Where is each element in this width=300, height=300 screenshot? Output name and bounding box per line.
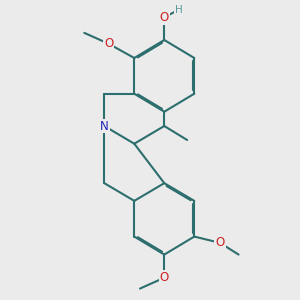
Text: O: O — [160, 11, 169, 24]
Text: O: O — [104, 37, 113, 50]
Text: O: O — [160, 271, 169, 284]
Text: O: O — [215, 236, 225, 249]
Text: N: N — [100, 119, 109, 133]
Text: H: H — [175, 5, 182, 15]
